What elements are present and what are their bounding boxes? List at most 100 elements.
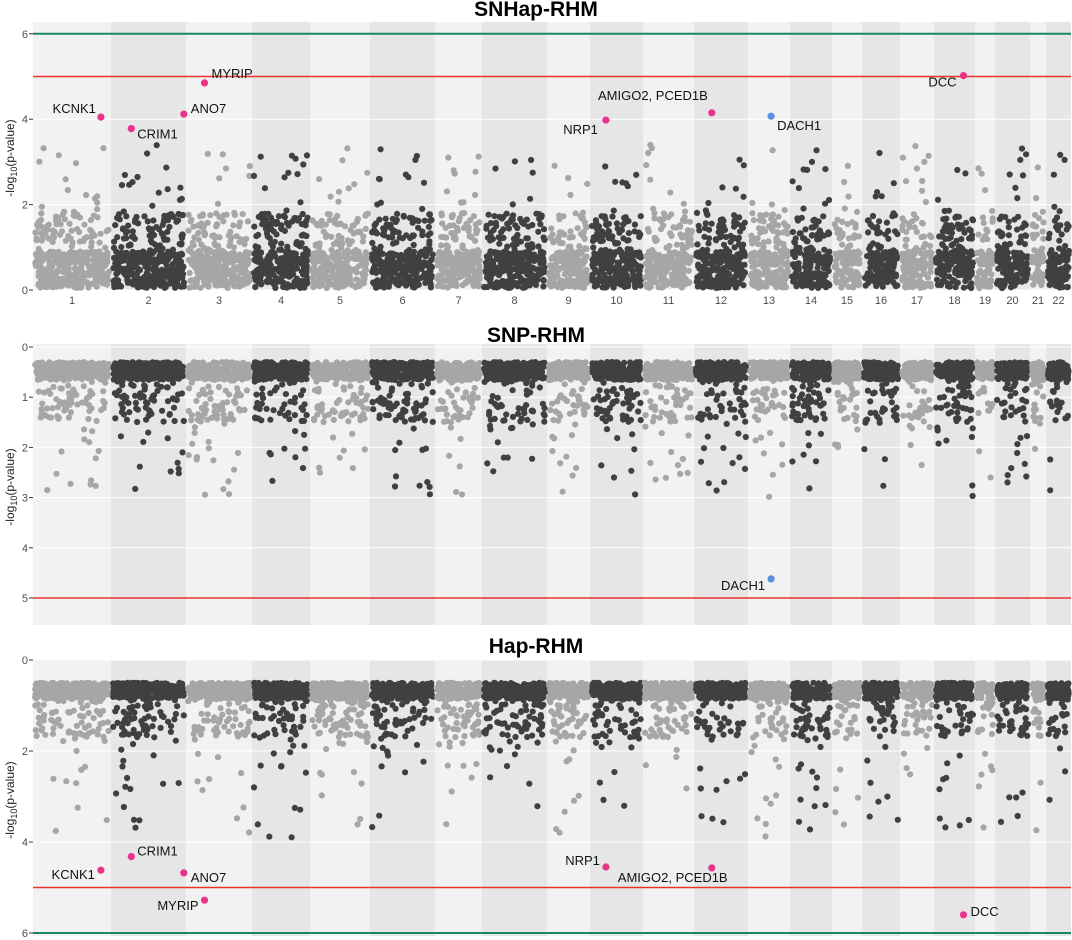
snp-point [499,266,507,273]
snp-point [995,250,1002,257]
snp-point [38,203,46,210]
snp-point [1035,215,1043,222]
snp-point [379,231,386,238]
snp-point [395,229,402,236]
snp-point [625,263,633,270]
snp-point [443,242,450,249]
snp-point [820,279,827,286]
snp-point [540,249,547,256]
snp-point [839,241,846,248]
snp-point [345,185,352,192]
snp-point [720,265,727,272]
snp-point [355,263,362,270]
snp-point [377,199,384,206]
snp-point [453,266,460,273]
snp-point [344,263,351,270]
snp-point [919,187,926,194]
snp-point [402,281,409,288]
snp-point [705,199,712,207]
snp-point [180,279,187,286]
snp-point [257,256,264,263]
snp-point [591,234,599,241]
snp-point [485,265,492,272]
snp-point [297,199,304,206]
snp-point [663,244,670,251]
snp-point [952,266,960,273]
snp-point [487,237,494,244]
snp-point [163,164,170,171]
snp-point [852,252,859,259]
snp-point [781,207,788,214]
snp-point [51,229,58,236]
snp-point [514,283,521,290]
snp-point [920,244,927,251]
y-tick-label: 6 [22,29,28,41]
snp-point [376,260,383,267]
snp-point [112,260,119,267]
snp-point [270,218,277,225]
snp-point [448,230,455,237]
snp-point [114,234,121,241]
snp-point [507,284,514,291]
snp-point [324,211,331,218]
snp-point [784,230,791,237]
snp-point [131,235,138,242]
snp-point [348,281,355,288]
snp-point [169,261,176,268]
snp-point [146,226,153,233]
snp-point [427,217,434,224]
snp-point [385,283,392,290]
snp-point [446,222,453,229]
snp-point [61,208,68,215]
snp-point [112,222,119,229]
snp-point [792,235,799,242]
snp-point [934,196,942,203]
snp-point [731,244,738,251]
snp-point [186,284,193,291]
snp-point [396,256,403,263]
snp-point [66,220,73,227]
snp-point [989,251,996,258]
snp-point [166,223,173,231]
snp-point [216,175,223,182]
snp-point [878,193,885,200]
snp-point [987,260,995,267]
snp-point [928,234,935,241]
snp-point [164,236,171,243]
snp-point [844,221,851,228]
snp-point [771,254,779,261]
snp-point [820,213,827,220]
snp-point [400,212,407,219]
snp-point [363,211,370,218]
snp-point [945,255,952,263]
snp-point [540,283,547,290]
snp-point [1056,280,1063,287]
snp-point [758,271,765,278]
snp-point [765,223,773,230]
snp-point [1017,156,1024,163]
snp-point [46,250,53,257]
snp-point [92,277,99,284]
gene-label: NRP1 [563,122,598,137]
snp-point [513,250,520,257]
snp-point [32,229,39,236]
snp-point [1030,281,1037,288]
snp-point [61,251,68,258]
snp-point [150,284,158,291]
snp-point [425,223,432,230]
x-tick-label-chr-3: 3 [216,295,222,307]
snp-point [461,271,468,278]
snp-point [81,221,88,228]
snp-point [111,238,118,245]
snp-point [284,247,292,254]
snp-point [673,241,681,248]
snp-point [129,179,136,186]
snp-point [999,231,1006,238]
snp-point [78,283,85,290]
snp-point [43,283,50,290]
snp-point [946,283,953,290]
snp-point [118,244,125,251]
snp-point [81,436,88,443]
snp-point [819,232,826,239]
snp-point [125,222,132,229]
